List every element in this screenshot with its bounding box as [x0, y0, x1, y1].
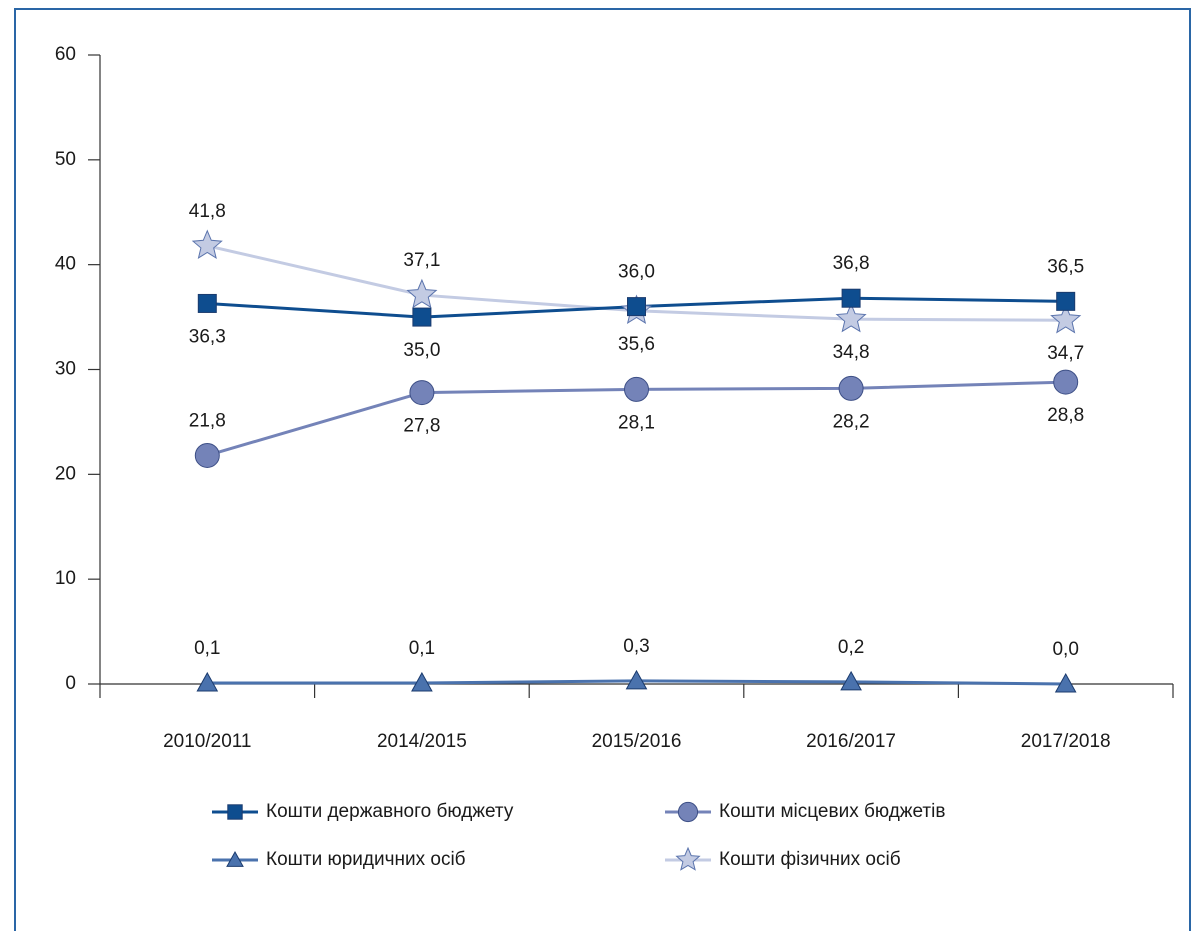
data-label: 34,8	[833, 342, 870, 363]
legend-label: Кошти фізичних осіб	[719, 849, 901, 870]
data-label: 0,2	[838, 637, 864, 658]
data-label: 36,8	[833, 253, 870, 274]
marker	[1054, 672, 1077, 693]
marker	[191, 229, 223, 259]
marker	[838, 375, 864, 401]
data-label: 28,1	[618, 412, 655, 433]
data-label: 0,1	[194, 638, 220, 659]
data-label: 36,5	[1047, 256, 1084, 277]
y-tick-label: 30	[55, 359, 76, 380]
x-tick-label: 2015/2016	[592, 731, 682, 752]
marker	[1056, 291, 1076, 311]
data-label: 36,3	[189, 326, 226, 347]
marker	[841, 288, 861, 308]
legend-label: Кошти місцевих бюджетів	[719, 801, 945, 822]
data-label: 21,8	[189, 410, 226, 431]
marker	[1053, 369, 1079, 395]
marker	[194, 442, 220, 468]
data-label: 28,2	[833, 411, 870, 432]
marker	[1050, 303, 1082, 334]
marker	[409, 380, 435, 406]
data-label: 37,1	[403, 250, 440, 271]
legend-label: Кошти юридичних осіб	[266, 849, 466, 870]
marker	[625, 669, 648, 690]
y-tick-label: 10	[55, 568, 76, 589]
marker	[627, 297, 646, 317]
legend-label: Кошти державного бюджету	[266, 801, 514, 822]
data-label: 0,1	[409, 638, 435, 659]
data-label: 36,0	[618, 262, 655, 283]
x-tick-label: 2016/2017	[806, 731, 896, 752]
data-label: 41,8	[189, 201, 226, 222]
data-label: 28,8	[1047, 405, 1084, 426]
marker	[675, 846, 701, 871]
marker	[411, 671, 433, 692]
marker	[406, 278, 438, 309]
marker	[835, 302, 867, 333]
marker	[196, 671, 219, 692]
y-tick-label: 60	[55, 44, 76, 65]
y-tick-label: 20	[55, 463, 76, 484]
data-label: 34,7	[1047, 343, 1084, 364]
y-tick-label: 40	[55, 254, 76, 275]
marker	[677, 801, 699, 823]
marker	[840, 670, 862, 691]
marker	[226, 850, 244, 867]
data-label: 0,0	[1052, 639, 1078, 660]
data-label: 0,3	[623, 636, 649, 657]
x-tick-label: 2017/2018	[1021, 731, 1111, 752]
data-label: 35,0	[403, 340, 440, 361]
y-tick-label: 50	[55, 149, 76, 170]
x-tick-label: 2014/2015	[377, 731, 467, 752]
data-label: 35,6	[618, 334, 655, 355]
marker	[412, 307, 432, 327]
y-tick-label: 0	[65, 673, 76, 694]
marker	[227, 804, 243, 820]
data-label: 27,8	[403, 416, 440, 437]
x-tick-label: 2010/2011	[163, 731, 251, 752]
marker	[624, 376, 649, 402]
frame	[14, 8, 1191, 931]
marker	[197, 293, 217, 313]
